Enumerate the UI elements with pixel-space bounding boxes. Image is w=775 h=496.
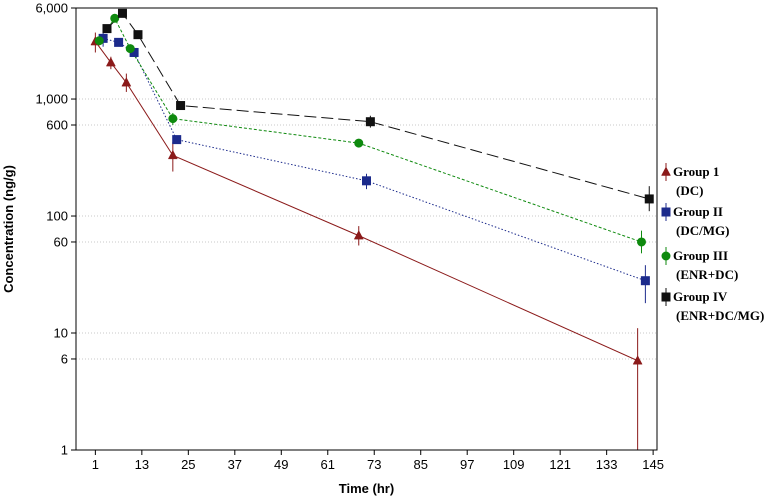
x-tick-label: 13 xyxy=(135,457,149,472)
x-axis-title: Time (hr) xyxy=(339,481,394,496)
data-point-series-1 xyxy=(167,149,178,160)
legend-item-4: Group IV (ENR+DC/MG) xyxy=(661,288,764,323)
data-point-series-3 xyxy=(110,13,120,23)
legend: Group 1 (DC) Group II (DC/MG) Group III (ENR+… xyxy=(661,163,764,323)
legend-marker xyxy=(661,292,671,302)
y-tick-label: 6 xyxy=(61,351,68,366)
legend-label: Group III xyxy=(673,248,728,263)
data-point-series-3 xyxy=(168,114,178,124)
data-point-series-4 xyxy=(117,8,127,18)
x-tick-label: 1 xyxy=(92,457,99,472)
y-tick-label: 60 xyxy=(54,234,68,249)
data-point-series-3 xyxy=(637,237,647,247)
y-tick-label: 6,000 xyxy=(35,1,68,16)
y-tick-label: 1 xyxy=(61,443,68,458)
x-tick-label: 121 xyxy=(549,457,571,472)
x-tick-label: 145 xyxy=(642,457,664,472)
series-line-1 xyxy=(94,41,638,362)
data-point-series-2 xyxy=(114,37,124,47)
data-markers xyxy=(90,8,654,365)
data-point-series-3 xyxy=(125,44,135,54)
data-point-series-2 xyxy=(362,176,371,186)
legend-item-1: Group 1 (DC) xyxy=(661,163,719,198)
x-tick-label: 133 xyxy=(596,457,618,472)
x-tick-label: 61 xyxy=(321,457,335,472)
y-tick-label: 1,000 xyxy=(35,92,68,107)
x-tick-label: 85 xyxy=(413,457,427,472)
data-point-series-2 xyxy=(172,135,182,145)
x-axis: 1 13 25 37 49 61 73 85 97 109 121 133 145 xyxy=(92,450,664,472)
x-tick-label: 25 xyxy=(181,457,195,472)
legend-marker xyxy=(661,251,671,261)
legend-label: (DC) xyxy=(676,183,703,198)
data-point-series-4 xyxy=(176,101,186,111)
data-point-series-3 xyxy=(94,36,104,46)
legend-label: (DC/MG) xyxy=(676,223,729,238)
data-point-series-4 xyxy=(644,194,654,204)
legend-item-2: Group II (DC/MG) xyxy=(661,203,729,238)
legend-marker xyxy=(661,207,671,217)
data-point-series-4 xyxy=(102,24,112,34)
legend-label: (ENR+DC) xyxy=(676,267,738,282)
y-tick-label: 100 xyxy=(46,209,68,224)
y-tick-label: 600 xyxy=(46,117,68,132)
data-point-series-1 xyxy=(105,57,116,67)
y-axis: 1 6 10 60 100 600 1,000 6,000 xyxy=(35,1,76,458)
x-tick-label: 109 xyxy=(503,457,525,472)
x-tick-label: 97 xyxy=(460,457,474,472)
x-tick-label: 37 xyxy=(228,457,242,472)
x-tick-label: 73 xyxy=(367,457,381,472)
series-line-3 xyxy=(98,17,642,243)
data-point-series-1 xyxy=(353,230,364,240)
data-point-series-4 xyxy=(365,117,375,127)
legend-label: Group IV xyxy=(673,289,728,304)
legend-item-3: Group III (ENR+DC) xyxy=(661,247,738,282)
legend-label: (ENR+DC/MG) xyxy=(676,308,764,323)
y-axis-title: Concentration (ng/g) xyxy=(1,165,16,293)
data-point-series-4 xyxy=(133,30,143,40)
legend-marker xyxy=(661,166,671,176)
data-point-series-3 xyxy=(354,138,364,148)
series-line-2 xyxy=(102,37,646,282)
plot-frame xyxy=(75,7,658,451)
y-tick-label: 10 xyxy=(54,326,68,341)
data-point-series-1 xyxy=(121,77,132,87)
x-tick-label: 49 xyxy=(274,457,288,472)
data-point-series-1 xyxy=(632,355,643,365)
legend-label: Group 1 xyxy=(673,164,719,179)
data-point-series-2 xyxy=(640,276,650,286)
legend-label: Group II xyxy=(673,204,723,219)
